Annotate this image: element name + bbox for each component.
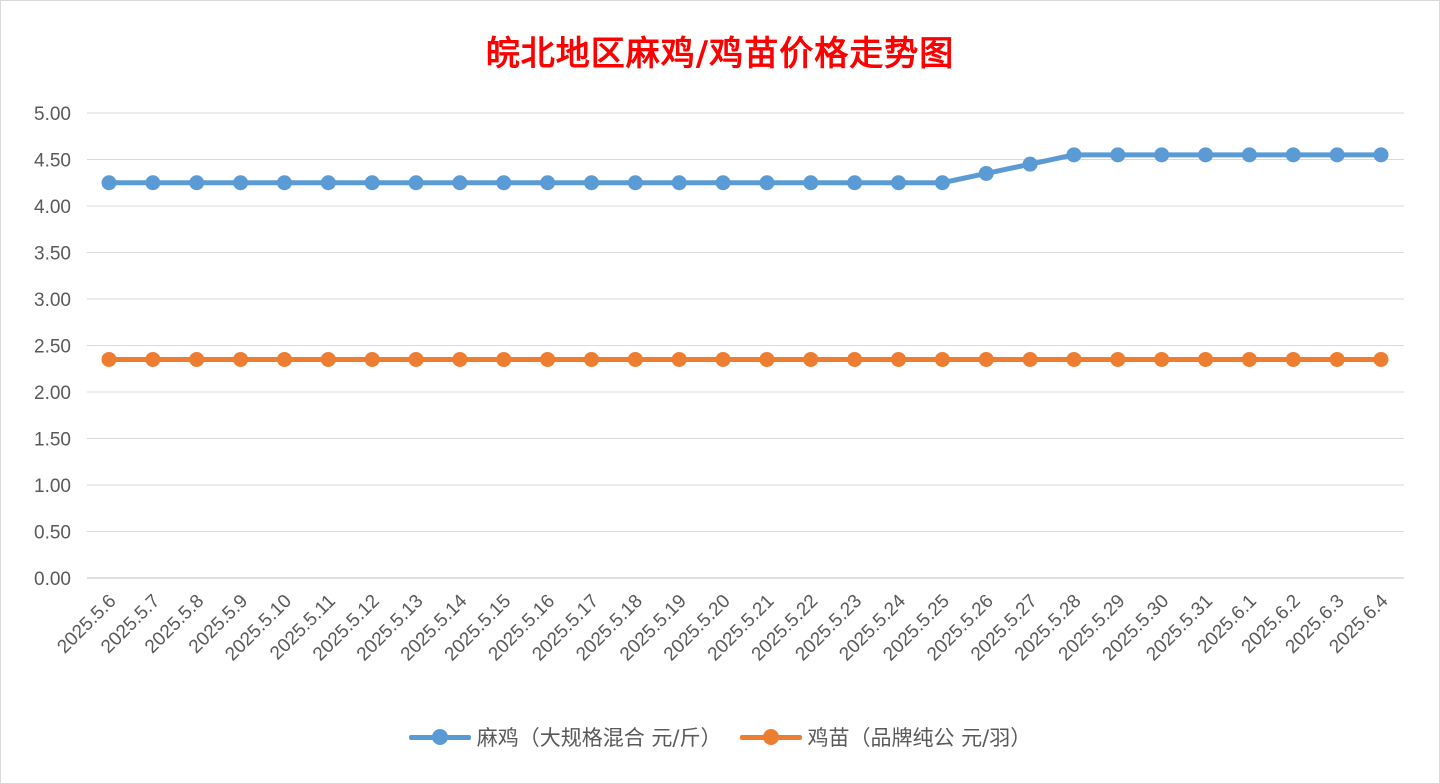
data-point-s0-9 [496, 175, 512, 191]
data-point-s1-10 [540, 351, 556, 367]
data-point-s0-1 [145, 175, 161, 191]
data-point-s0-18 [891, 175, 907, 191]
data-point-s1-0 [101, 351, 117, 367]
data-point-s0-15 [759, 175, 775, 191]
data-point-s1-14 [715, 351, 731, 367]
data-point-s0-11 [583, 175, 599, 191]
x-axis: 2025.5.62025.5.72025.5.82025.5.92025.5.1… [53, 590, 1392, 665]
data-point-s1-20 [978, 351, 994, 367]
data-point-s0-26 [1241, 147, 1257, 163]
data-point-s0-28 [1329, 147, 1345, 163]
chart-title: 皖北地区麻鸡/鸡苗价格走势图 [485, 34, 955, 74]
data-point-s1-12 [627, 351, 643, 367]
data-point-s1-22 [1066, 351, 1082, 367]
data-point-s0-4 [276, 175, 292, 191]
data-point-s1-21 [1022, 351, 1038, 367]
data-point-s1-15 [759, 351, 775, 367]
y-tick-label: 2.00 [34, 383, 71, 404]
legend-swatch-maji [408, 727, 471, 747]
data-point-s0-7 [408, 175, 424, 191]
data-point-s0-23 [1110, 147, 1126, 163]
data-point-s1-16 [803, 351, 819, 367]
data-point-s0-10 [540, 175, 556, 191]
data-point-s0-2 [189, 175, 205, 191]
data-point-s0-3 [233, 175, 249, 191]
data-point-s1-2 [189, 351, 205, 367]
data-point-s0-21 [1022, 156, 1038, 172]
data-point-s0-20 [978, 165, 994, 181]
data-point-s1-17 [847, 351, 863, 367]
y-tick-label: 5.00 [34, 104, 71, 125]
y-tick-label: 4.00 [34, 197, 71, 218]
data-point-s0-0 [101, 175, 117, 191]
data-point-s0-27 [1285, 147, 1301, 163]
legend-swatch-jimiao [739, 727, 802, 747]
legend-label-maji: 麻鸡（大规格混合 元/斤） [476, 726, 722, 750]
legend-item-maji[interactable]: 麻鸡（大规格混合 元/斤） [408, 722, 722, 752]
y-tick-label: 1.50 [34, 430, 71, 451]
data-point-s1-26 [1241, 351, 1257, 367]
legend-label-jimiao: 鸡苗（品牌纯公 元/羽） [807, 726, 1032, 750]
data-point-s1-29 [1373, 351, 1389, 367]
data-point-s0-29 [1373, 147, 1389, 163]
y-tick-label: 0.50 [34, 523, 71, 544]
y-tick-label: 1.00 [34, 476, 71, 497]
data-point-s1-6 [364, 351, 380, 367]
data-point-s0-6 [364, 175, 380, 191]
data-point-s1-23 [1110, 351, 1126, 367]
data-point-s0-16 [803, 175, 819, 191]
data-point-s1-11 [583, 351, 599, 367]
y-axis: 0.00 0.50 1.00 1.50 2.00 2.50 3.00 3.50 4.00 4.50… [34, 104, 71, 590]
legend: 麻鸡（大规格混合 元/斤） 鸡苗（品牌纯公 元/羽） [0, 722, 1440, 752]
y-tick-label: 4.50 [34, 151, 71, 172]
data-point-s0-25 [1198, 147, 1214, 163]
data-point-s1-3 [233, 351, 249, 367]
data-point-s1-4 [276, 351, 292, 367]
data-point-s0-24 [1154, 147, 1170, 163]
data-point-s1-5 [320, 351, 336, 367]
series-layer [101, 147, 1389, 367]
data-point-s1-8 [452, 351, 468, 367]
data-point-s0-12 [627, 175, 643, 191]
data-point-s1-25 [1198, 351, 1214, 367]
data-point-s0-13 [671, 175, 687, 191]
data-point-s1-9 [496, 351, 512, 367]
data-point-s1-13 [671, 351, 687, 367]
data-point-s1-19 [934, 351, 950, 367]
data-point-s1-27 [1285, 351, 1301, 367]
data-point-s0-5 [320, 175, 336, 191]
data-point-s0-8 [452, 175, 468, 191]
y-tick-label: 3.50 [34, 244, 71, 265]
data-point-s1-18 [891, 351, 907, 367]
gridlines [87, 112, 1404, 579]
data-point-s1-1 [145, 351, 161, 367]
y-tick-label: 0.00 [34, 569, 71, 590]
data-point-s1-28 [1329, 351, 1345, 367]
y-tick-label: 3.00 [34, 290, 71, 311]
data-point-s0-19 [934, 175, 950, 191]
data-point-s0-17 [847, 175, 863, 191]
data-point-s0-14 [715, 175, 731, 191]
y-tick-label: 2.50 [34, 337, 71, 358]
data-point-s1-24 [1154, 351, 1170, 367]
legend-item-jimiao[interactable]: 鸡苗（品牌纯公 元/羽） [739, 722, 1032, 752]
data-point-s0-22 [1066, 147, 1082, 163]
data-point-s1-7 [408, 351, 424, 367]
